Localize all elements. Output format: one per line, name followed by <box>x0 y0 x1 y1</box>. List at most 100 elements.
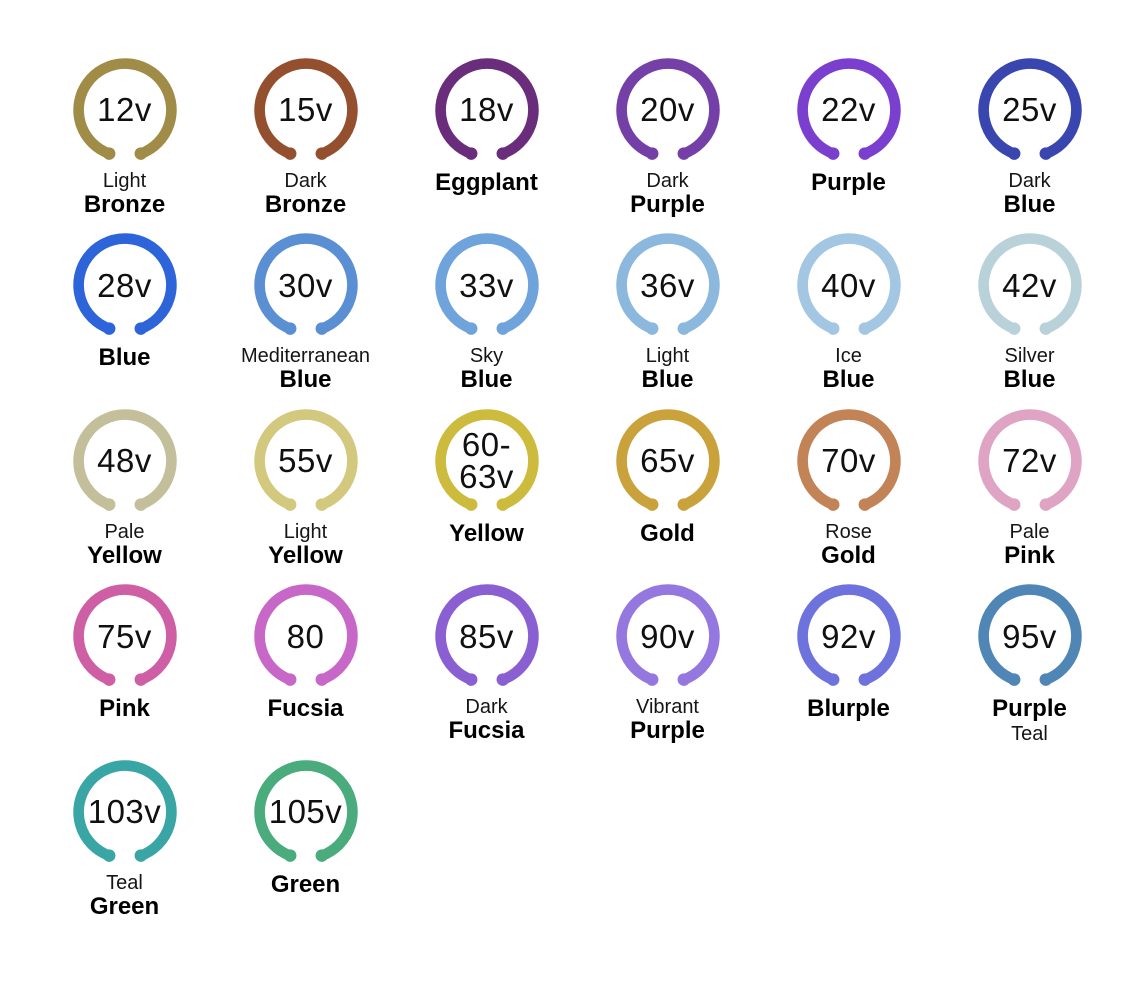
ring-item: 20v Dark Purple <box>577 52 758 218</box>
ring: 28v <box>67 227 183 343</box>
color-label: Light Yellow <box>268 521 343 569</box>
voltage-label: 42v <box>1002 266 1057 304</box>
chart-row: 48v Pale Yellow 55v Light Yellow 60- 63v <box>34 403 1127 569</box>
ring-item: 65v Gold <box>577 403 758 569</box>
color-label: Light Blue <box>641 345 693 393</box>
ring: 36v <box>610 227 726 343</box>
ring-icon <box>615 233 720 336</box>
color-label-main: Blue <box>822 366 875 394</box>
color-label-main: Blue <box>98 344 151 372</box>
color-label: Mediterranean Blue <box>241 345 370 393</box>
voltage-label: 72v <box>1002 442 1057 480</box>
ring-icon <box>977 584 1082 687</box>
ring: 105v <box>248 754 364 870</box>
color-label-suffix: Teal <box>1011 722 1048 745</box>
color-label: Pale Yellow <box>87 521 162 569</box>
color-label-modifier: Dark <box>646 170 689 192</box>
voltage-label: 40v <box>821 266 876 304</box>
ring: 48v <box>67 403 183 519</box>
ring: 18v <box>429 52 545 168</box>
color-label-main: Bronze <box>83 191 166 218</box>
voltage-label: 15v <box>278 91 333 129</box>
ring-icon <box>434 58 539 160</box>
voltage-label: 55v <box>278 442 333 480</box>
ring-icon <box>72 233 177 336</box>
ring-item: 80 Fucsia <box>215 578 396 744</box>
color-label-modifier: Ice <box>835 345 862 368</box>
color-label: Pale Pink <box>1004 521 1055 569</box>
ring: 30v <box>248 227 364 343</box>
ring: 25v <box>972 52 1088 168</box>
color-label: Rose Gold <box>821 521 876 569</box>
voltage-label: 18v <box>459 91 514 129</box>
ring-item: 55v Light Yellow <box>215 403 396 569</box>
color-label-main: Yellow <box>268 541 343 569</box>
color-label-main: Yellow <box>449 519 524 547</box>
ring-item: 25v Dark Blue <box>939 52 1120 218</box>
color-label-main: Gold <box>821 541 876 569</box>
voltage-label: 28v <box>97 266 152 304</box>
voltage-label: 92v <box>821 617 876 655</box>
ring-item: 40v Ice Blue <box>758 227 939 393</box>
ring-icon <box>977 58 1082 160</box>
voltage-label: 105v <box>268 792 343 830</box>
ring-item: 103v Teal Green <box>34 754 215 920</box>
ring: 103v <box>67 754 183 870</box>
color-label: Blurple <box>807 695 890 723</box>
voltage-label: 25v <box>1002 91 1057 129</box>
color-label-modifier: Silver <box>1004 345 1055 368</box>
color-label: Gold <box>640 519 695 547</box>
color-label-modifier: Dark <box>284 170 327 192</box>
ring-icon <box>796 58 901 160</box>
ring-item: 105v Green <box>215 754 396 920</box>
ring: 20v <box>610 52 726 168</box>
ring-item: 33v Sky Blue <box>396 227 577 393</box>
ring-item: 85v Dark Fucsia <box>396 578 577 744</box>
color-label: Dark Purple <box>630 170 705 218</box>
ring: 33v <box>429 227 545 343</box>
ring-item: 70v Rose Gold <box>758 403 939 569</box>
color-label-modifier: Dark <box>465 696 508 719</box>
color-label-modifier: Vibrant <box>635 696 699 719</box>
voltage-label: 22v <box>821 91 876 129</box>
color-label-main: Pink <box>99 695 150 723</box>
ring: 40v <box>791 227 907 343</box>
voltage-label: 70v <box>821 442 876 480</box>
ring-icon <box>977 409 1082 511</box>
color-label-main: Purple <box>992 695 1067 723</box>
ring-icon <box>434 409 539 511</box>
ring-icon <box>72 409 177 511</box>
ring: 60- 63v <box>429 403 545 519</box>
voltage-label: 90v <box>640 617 695 655</box>
voltage-label: 80 <box>286 617 325 655</box>
color-label-modifier: Mediterranean <box>241 345 370 368</box>
color-label-modifier: Light <box>102 170 147 192</box>
voltage-label: 12v <box>97 91 152 129</box>
color-label-modifier: Light <box>645 345 690 368</box>
voltage-label: 36v <box>640 266 695 304</box>
color-label-modifier: Rose <box>825 520 872 543</box>
color-label: Eggplant <box>435 169 538 196</box>
ring-item: 42v Silver Blue <box>939 227 1120 393</box>
color-label-main: Purple <box>630 191 705 218</box>
color-label-main: Blurple <box>807 695 890 723</box>
ring-icon <box>434 233 539 336</box>
ring-item: 75v Pink <box>34 578 215 744</box>
color-label-main: Fucsia <box>448 717 525 745</box>
color-label-main: Blue <box>1003 366 1056 394</box>
chart-row: 28v Blue 30v Mediterranean Blue 33v <box>34 227 1127 393</box>
color-label: Dark Blue <box>1003 170 1055 218</box>
color-label-main: Eggplant <box>435 169 538 196</box>
ring-item: 22v Purple <box>758 52 939 218</box>
color-label-main: Gold <box>640 519 695 547</box>
color-label-main: Purple <box>630 717 705 745</box>
ring-item: 95v Purple Teal <box>939 578 1120 745</box>
color-label-main: Fucsia <box>267 695 344 723</box>
ring: 55v <box>248 403 364 519</box>
ring-item: 92v Blurple <box>758 578 939 744</box>
color-label-modifier: Pale <box>1009 520 1050 543</box>
ring-icon <box>253 233 358 336</box>
voltage-label: 48v <box>97 442 152 480</box>
color-label: Fucsia <box>267 695 344 723</box>
color-label: Light Bronze <box>84 170 165 218</box>
